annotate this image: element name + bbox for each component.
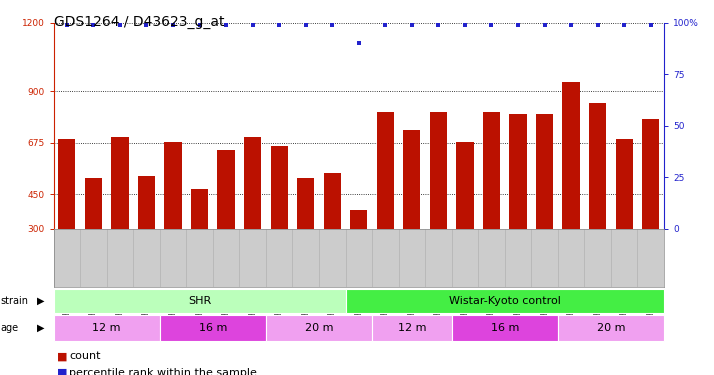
Point <box>167 21 178 28</box>
Point <box>326 21 338 28</box>
Point <box>618 21 630 28</box>
Bar <box>377 112 394 229</box>
Bar <box>403 130 421 229</box>
FancyBboxPatch shape <box>54 289 346 313</box>
Bar <box>138 176 155 229</box>
FancyBboxPatch shape <box>54 315 160 341</box>
Point <box>513 21 524 28</box>
Point <box>459 21 471 28</box>
Bar <box>323 172 341 229</box>
Point <box>193 21 205 28</box>
Point <box>88 21 99 28</box>
Point <box>300 21 311 28</box>
FancyBboxPatch shape <box>372 315 452 341</box>
Text: Wistar-Kyoto control: Wistar-Kyoto control <box>449 296 560 306</box>
Bar <box>218 150 235 229</box>
Bar <box>509 114 527 229</box>
FancyBboxPatch shape <box>558 315 664 341</box>
Bar <box>271 146 288 229</box>
Text: strain: strain <box>1 296 29 306</box>
Point <box>406 21 418 28</box>
Bar <box>297 178 314 229</box>
Text: ▶: ▶ <box>37 323 45 333</box>
Bar <box>589 103 606 229</box>
Bar <box>111 137 129 229</box>
Point <box>61 21 73 28</box>
Bar <box>430 112 447 229</box>
Text: 16 m: 16 m <box>198 323 227 333</box>
Text: ▶: ▶ <box>37 296 45 306</box>
Text: ■: ■ <box>57 368 68 375</box>
FancyBboxPatch shape <box>346 289 664 313</box>
Text: age: age <box>1 323 19 333</box>
Text: count: count <box>69 351 101 361</box>
Bar <box>642 119 659 229</box>
Point <box>486 21 497 28</box>
Text: 20 m: 20 m <box>597 323 625 333</box>
Bar <box>191 189 208 229</box>
Bar <box>350 210 368 229</box>
Bar <box>483 112 500 229</box>
Point <box>141 21 152 28</box>
Point <box>645 21 656 28</box>
Text: percentile rank within the sample: percentile rank within the sample <box>69 368 257 375</box>
Point <box>114 21 126 28</box>
Bar <box>164 142 181 229</box>
Point <box>273 21 285 28</box>
Text: ■: ■ <box>57 351 68 361</box>
Text: SHR: SHR <box>188 296 211 306</box>
Bar <box>244 137 261 229</box>
Bar <box>536 114 553 229</box>
Point <box>247 21 258 28</box>
FancyBboxPatch shape <box>452 315 558 341</box>
Point <box>539 21 550 28</box>
Text: GDS1264 / D43623_g_at: GDS1264 / D43623_g_at <box>54 15 224 29</box>
Point <box>380 21 391 28</box>
Point <box>592 21 603 28</box>
Bar <box>615 140 633 229</box>
Text: 20 m: 20 m <box>305 323 333 333</box>
FancyBboxPatch shape <box>160 315 266 341</box>
Bar <box>85 178 102 229</box>
Point <box>433 21 444 28</box>
FancyBboxPatch shape <box>266 315 372 341</box>
Text: 12 m: 12 m <box>398 323 426 333</box>
Bar <box>59 140 76 229</box>
Text: 16 m: 16 m <box>491 323 519 333</box>
Text: 12 m: 12 m <box>92 323 121 333</box>
Point <box>221 21 232 28</box>
Bar <box>456 142 473 229</box>
Bar <box>563 82 580 229</box>
Point <box>565 21 577 28</box>
Point <box>353 40 365 46</box>
